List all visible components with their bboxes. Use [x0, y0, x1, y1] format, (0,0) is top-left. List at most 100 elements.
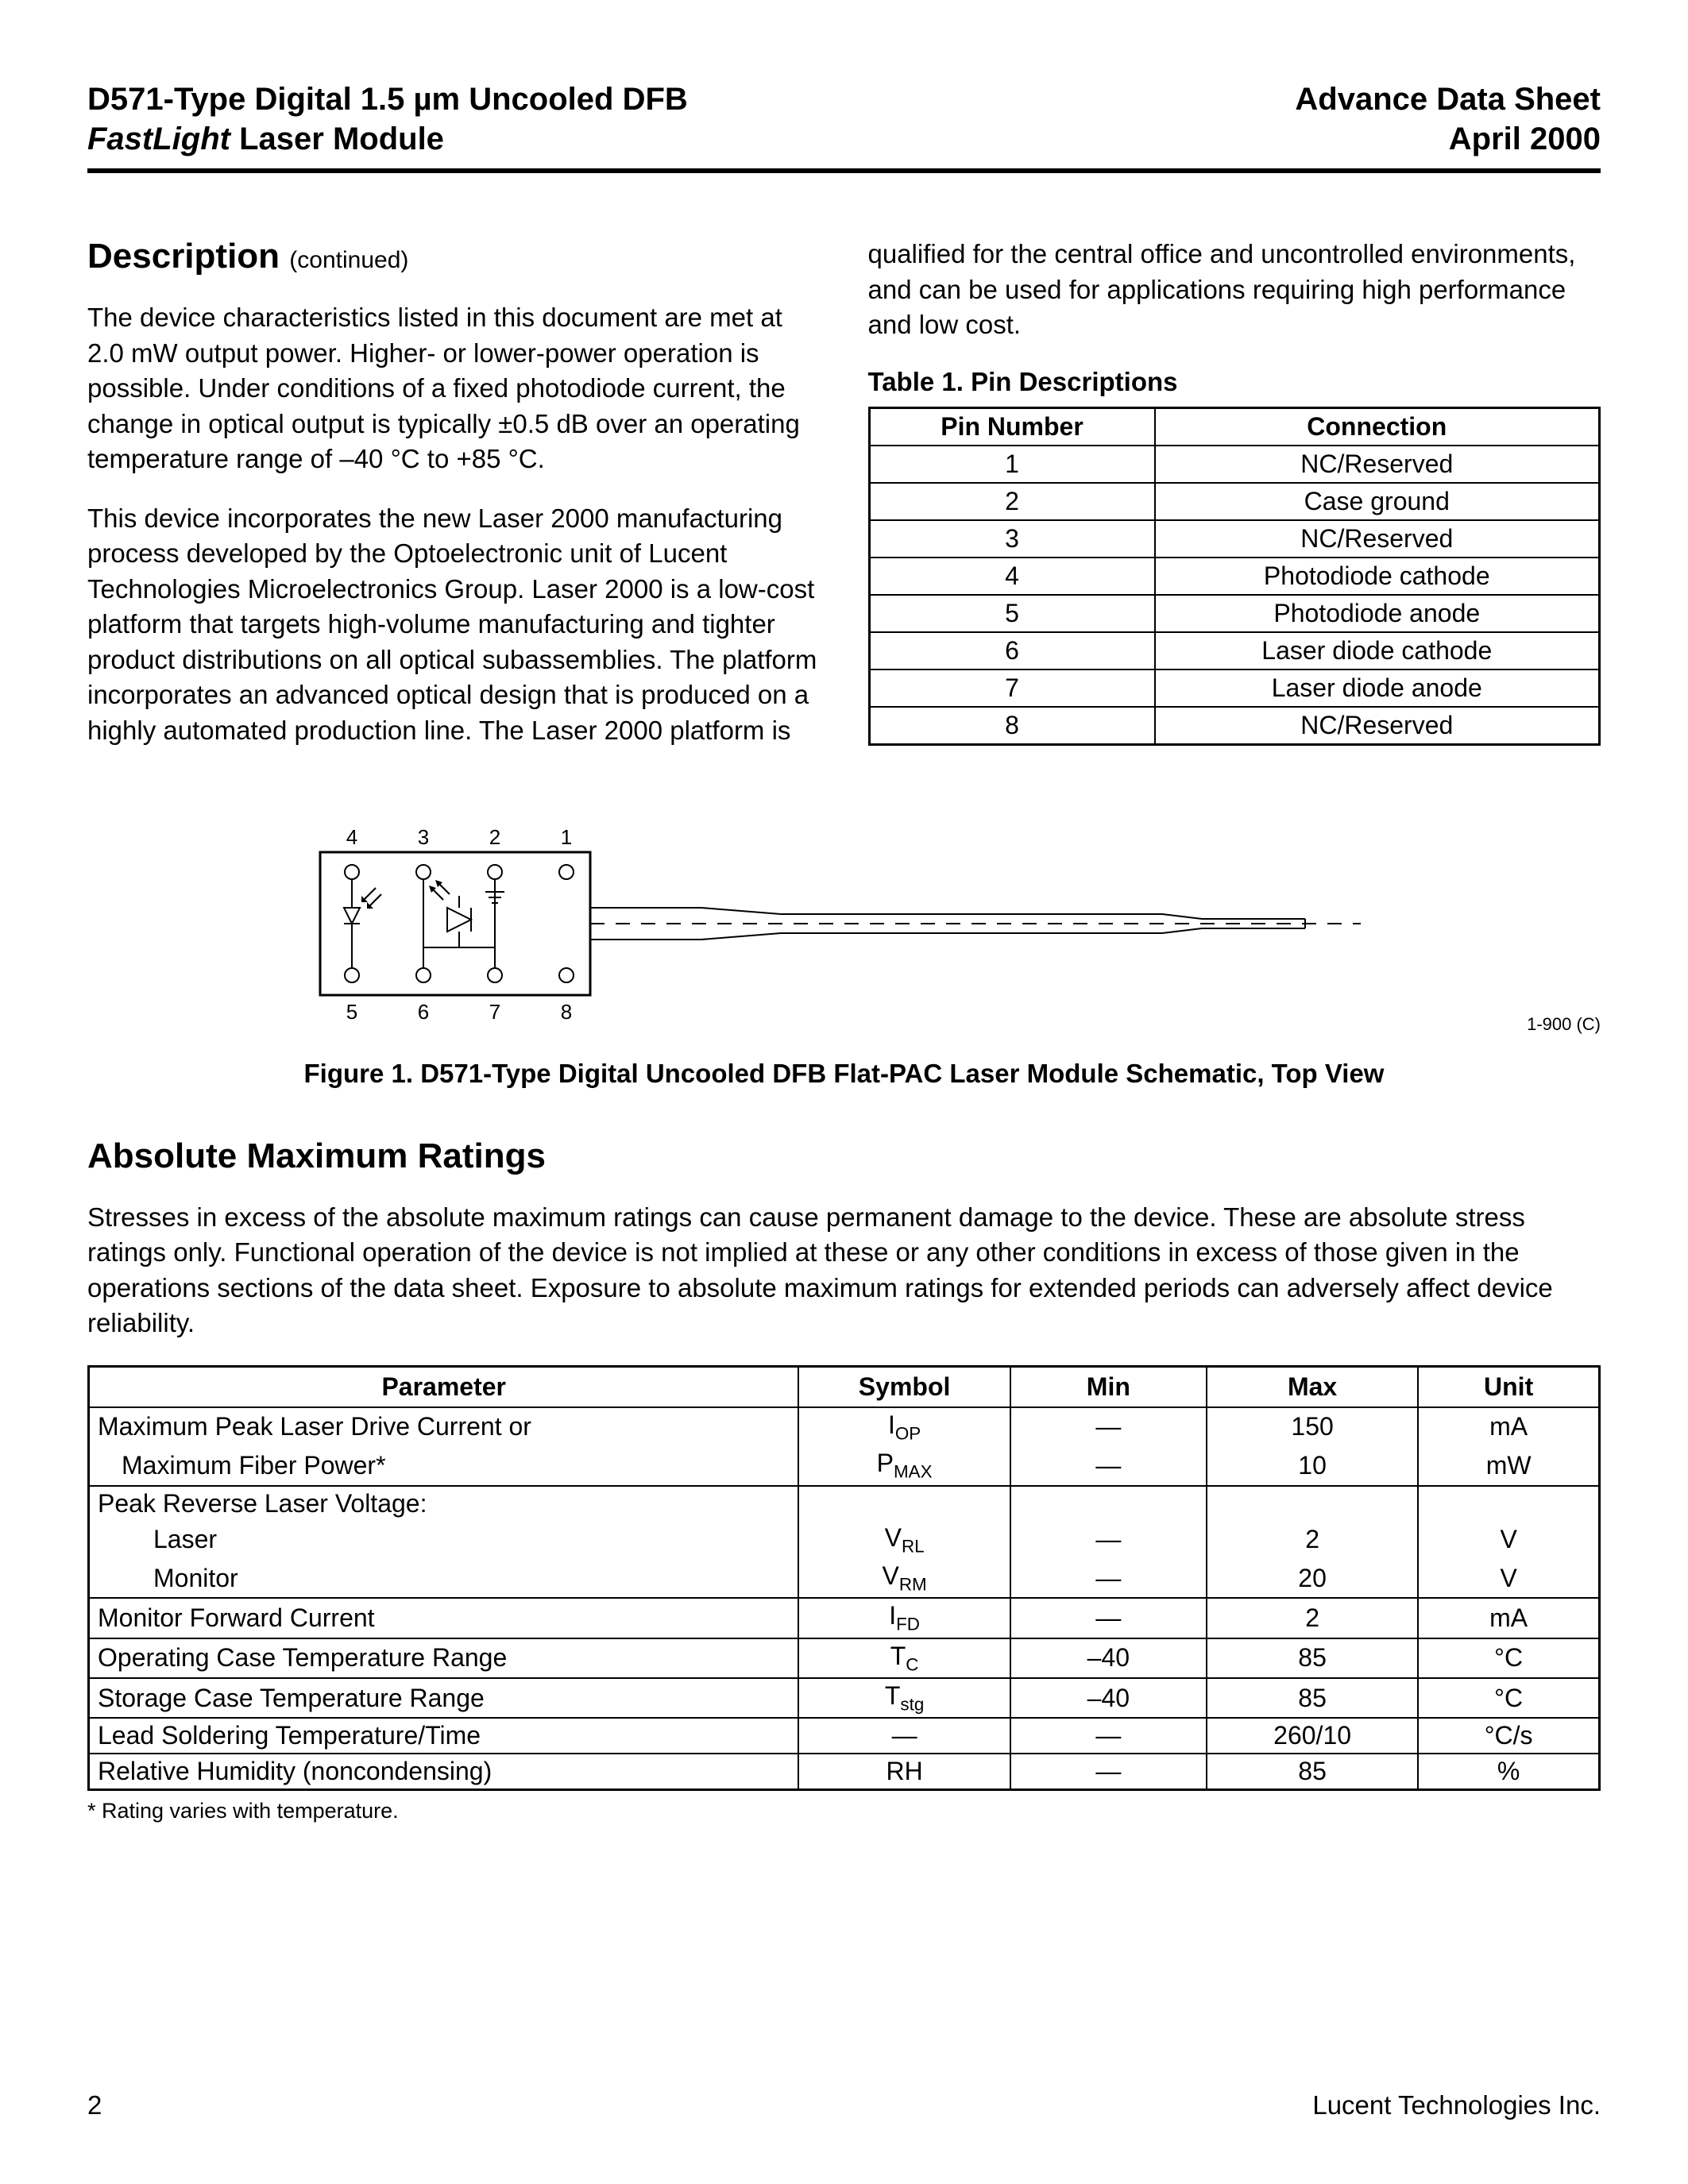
ratings-tbody: Maximum Peak Laser Drive Current orIOP—1… [89, 1407, 1600, 1790]
ratings-min: –40 [1010, 1638, 1207, 1678]
pin-table-row: 6Laser diode cathode [869, 632, 1600, 669]
figure-svg-wrap: 4 3 2 1 5 6 7 8 [87, 812, 1601, 1035]
description-p1: The device characteristics listed in thi… [87, 300, 821, 477]
ratings-max: 2 [1207, 1598, 1418, 1638]
ratings-symbol: IFD [798, 1598, 1010, 1638]
ratings-min: — [1010, 1446, 1207, 1485]
ratings-max: 85 [1207, 1678, 1418, 1718]
ratings-max [1207, 1486, 1418, 1521]
ratings-param: Monitor [89, 1559, 799, 1598]
header-title-rest: Laser Module [230, 122, 444, 156]
ratings-param: Peak Reverse Laser Voltage: [89, 1486, 799, 1521]
ratings-unit [1418, 1486, 1599, 1521]
ratings-symbol: TC [798, 1638, 1010, 1678]
ratings-param: Storage Case Temperature Range [89, 1678, 799, 1718]
pin-table-col-0: Pin Number [869, 407, 1155, 446]
ratings-unit: °C/s [1418, 1718, 1599, 1754]
ratings-max: 85 [1207, 1638, 1418, 1678]
description-p3: qualified for the central office and unc… [868, 237, 1601, 343]
description-continued: (continued) [289, 247, 408, 273]
ratings-unit: mA [1418, 1407, 1599, 1446]
ratings-unit: °C [1418, 1678, 1599, 1718]
pin-table-row: 7Laser diode anode [869, 669, 1600, 707]
ratings-symbol: PMAX [798, 1446, 1010, 1485]
header-date: April 2000 [1295, 119, 1601, 159]
figure-caption: Figure 1. D571-Type Digital Uncooled DFB… [87, 1059, 1601, 1089]
pin-table-body: 1NC/Reserved2Case ground3NC/Reserved4Pho… [869, 446, 1600, 745]
ratings-symbol: VRL [798, 1521, 1010, 1559]
ratings-min: — [1010, 1559, 1207, 1598]
ratings-col-2: Min [1010, 1366, 1207, 1407]
ratings-min: — [1010, 1598, 1207, 1638]
pin-table-cell: 7 [869, 669, 1155, 707]
pin-label-4: 4 [346, 825, 357, 849]
page: D571-Type Digital 1.5 µm Uncooled DFB Fa… [0, 0, 1688, 2184]
header-doc-type: Advance Data Sheet [1295, 79, 1601, 119]
ratings-symbol: IOP [798, 1407, 1010, 1446]
pin-table: Pin Number Connection 1NC/Reserved2Case … [868, 407, 1601, 746]
ratings-min: — [1010, 1521, 1207, 1559]
ratings-min: — [1010, 1407, 1207, 1446]
ratings-title: Absolute Maximum Ratings [87, 1136, 1601, 1176]
pin-table-cell: 2 [869, 483, 1155, 520]
ratings-row: Storage Case Temperature RangeTstg–4085°… [89, 1678, 1600, 1718]
ratings-row: Monitor Forward CurrentIFD—2mA [89, 1598, 1600, 1638]
pin-table-row: 4Photodiode cathode [869, 558, 1600, 595]
ratings-unit: % [1418, 1754, 1599, 1790]
page-header: D571-Type Digital 1.5 µm Uncooled DFB Fa… [87, 79, 1601, 173]
ratings-row: Peak Reverse Laser Voltage: [89, 1486, 1600, 1521]
ratings-row: Maximum Peak Laser Drive Current orIOP—1… [89, 1407, 1600, 1446]
header-title-line2: FastLight Laser Module [87, 119, 688, 159]
ratings-symbol [798, 1486, 1010, 1521]
ratings-param: Monitor Forward Current [89, 1598, 799, 1638]
pin-table-cell: 6 [869, 632, 1155, 669]
pin-table-cell: Laser diode cathode [1155, 632, 1600, 669]
pin-table-cell: Photodiode anode [1155, 595, 1600, 632]
header-left: D571-Type Digital 1.5 µm Uncooled DFB Fa… [87, 79, 688, 159]
ratings-unit: mW [1418, 1446, 1599, 1485]
pin-table-cell: 5 [869, 595, 1155, 632]
pin-table-cell: NC/Reserved [1155, 446, 1600, 483]
pin-table-cell: 8 [869, 707, 1155, 745]
pin-table-row: 1NC/Reserved [869, 446, 1600, 483]
ratings-max: 260/10 [1207, 1718, 1418, 1754]
pin-table-cell: Laser diode anode [1155, 669, 1600, 707]
page-footer: 2 Lucent Technologies Inc. [87, 2090, 1601, 2120]
pin-table-cell: 1 [869, 446, 1155, 483]
ratings-unit: °C [1418, 1638, 1599, 1678]
ratings-param: Relative Humidity (noncondensing) [89, 1754, 799, 1790]
header-title-line1: D571-Type Digital 1.5 µm Uncooled DFB [87, 79, 688, 119]
description-title-text: Description [87, 237, 280, 276]
ratings-max: 2 [1207, 1521, 1418, 1559]
ratings-row: Lead Soldering Temperature/Time——260/10°… [89, 1718, 1600, 1754]
ratings-row: Operating Case Temperature RangeTC–4085°… [89, 1638, 1600, 1678]
ratings-footnote: * Rating varies with temperature. [87, 1799, 1601, 1823]
pin-label-3: 3 [417, 825, 428, 849]
pin-table-title: Table 1. Pin Descriptions [868, 367, 1601, 397]
pin-table-row: 8NC/Reserved [869, 707, 1600, 745]
ratings-min [1010, 1486, 1207, 1521]
pin-table-row: 2Case ground [869, 483, 1600, 520]
figure-ref: 1-900 (C) [1527, 1014, 1601, 1035]
right-column: qualified for the central office and unc… [868, 237, 1601, 773]
pin-table-col-1: Connection [1155, 407, 1600, 446]
ratings-symbol: Tstg [798, 1678, 1010, 1718]
ratings-row: MonitorVRM—20V [89, 1559, 1600, 1598]
two-column-section: Description (continued) The device chara… [87, 237, 1601, 773]
pin-label-8: 8 [560, 1000, 571, 1024]
ratings-max: 85 [1207, 1754, 1418, 1790]
pin-table-cell: NC/Reserved [1155, 707, 1600, 745]
ratings-min: — [1010, 1754, 1207, 1790]
ratings-symbol: — [798, 1718, 1010, 1754]
ratings-max: 20 [1207, 1559, 1418, 1598]
pin-label-7: 7 [489, 1000, 500, 1024]
pin-table-cell: 3 [869, 520, 1155, 558]
ratings-col-0: Parameter [89, 1366, 799, 1407]
ratings-col-1: Symbol [798, 1366, 1010, 1407]
header-brand: FastLight [87, 122, 230, 156]
pin-label-2: 2 [489, 825, 500, 849]
ratings-param: Lead Soldering Temperature/Time [89, 1718, 799, 1754]
ratings-symbol: RH [798, 1754, 1010, 1790]
left-column: Description (continued) The device chara… [87, 237, 821, 773]
pin-table-cell: Case ground [1155, 483, 1600, 520]
